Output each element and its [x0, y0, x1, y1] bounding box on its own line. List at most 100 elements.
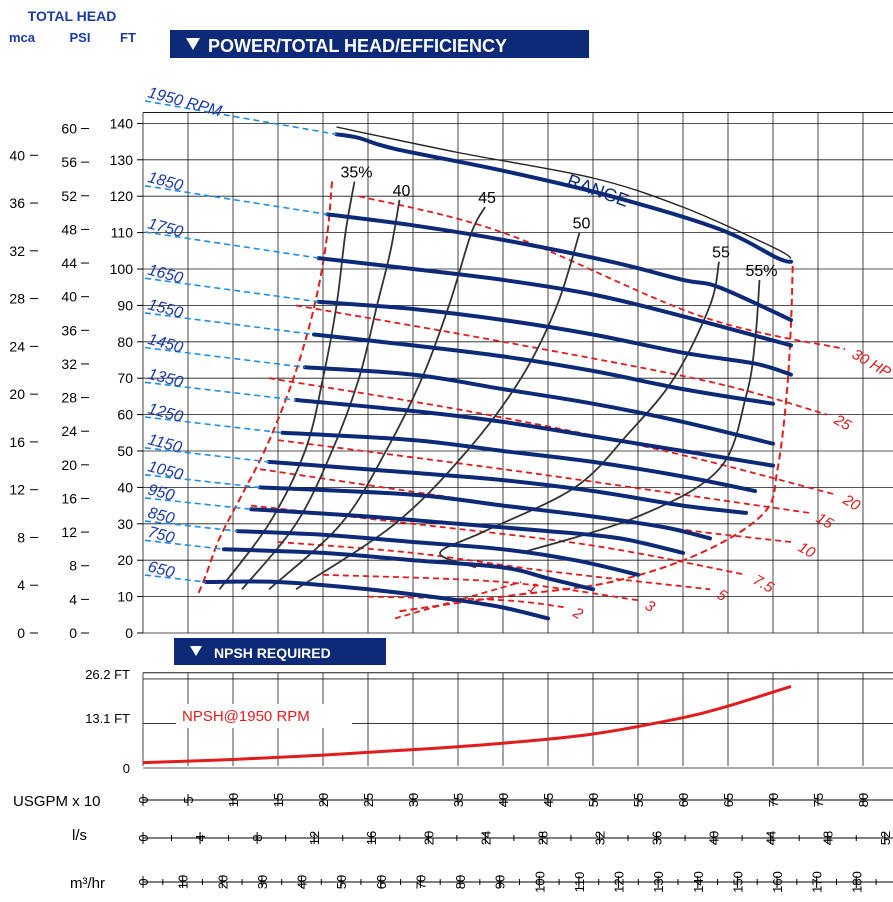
- usgpm-tick-label: 30: [406, 793, 421, 807]
- ft-tick-label: 80: [117, 334, 133, 350]
- usgpm-tick-label: 5: [181, 796, 196, 803]
- psi-tick-label: 56: [61, 154, 77, 170]
- usgpm-tick-label: 80: [856, 793, 871, 807]
- m3hr-tick-label: 160: [770, 871, 785, 893]
- usgpm-tick-label: 25: [361, 793, 376, 807]
- m3hr-tick-label: 100: [532, 871, 547, 893]
- range-curve: [336, 126, 792, 259]
- m3hr-tick-label: 30: [255, 875, 270, 889]
- usgpm-tick-label: 20: [316, 793, 331, 807]
- power-curve-label: 2: [569, 604, 586, 624]
- usgpm-tick-label: 15: [271, 793, 286, 807]
- efficiency-curve: [439, 261, 720, 569]
- ls-tick-label: 40: [707, 831, 722, 845]
- power-curve: [367, 595, 567, 609]
- speed-curve-label: 1550: [146, 296, 185, 322]
- usgpm-tick-label: 60: [676, 793, 691, 807]
- speed-curve-label: 1150: [146, 431, 184, 456]
- mca-tick-label: 0: [17, 625, 25, 641]
- mca-tick-label: 4: [17, 577, 25, 593]
- efficiency-curve-label: 55: [712, 245, 730, 262]
- psi-tick-label: 20: [61, 457, 77, 473]
- efficiency-curve: [241, 199, 401, 590]
- speed-curve: [325, 212, 793, 322]
- speed-curve-label: 750: [146, 524, 176, 547]
- speed-curve-label: 1050: [146, 458, 185, 484]
- speed-curve: [316, 256, 793, 348]
- speed-curves: [144, 100, 793, 621]
- efficiency-curve-label: 55%: [745, 263, 777, 280]
- ft-tick-label: 60: [117, 407, 133, 423]
- mca-tick-label: 28: [9, 291, 25, 307]
- npsh-y-label-zero: 0: [123, 761, 130, 776]
- power-curve: [277, 541, 711, 591]
- ft-tick-label: 30: [117, 516, 133, 532]
- efficiency-curve: [218, 181, 356, 590]
- ls-tick-label: 4: [193, 834, 208, 841]
- ft-tick-label: 140: [110, 115, 134, 131]
- psi-tick-label: 0: [69, 625, 77, 641]
- speed-curve-extension: [144, 447, 270, 463]
- m3hr-tick-label: 90: [493, 875, 508, 889]
- ft-tick-label: 10: [117, 589, 133, 605]
- speed-curve: [235, 529, 640, 577]
- ft-tick-label: 40: [117, 479, 133, 495]
- ls-tick-label: 36: [650, 831, 665, 845]
- usgpm-tick-label: 75: [811, 793, 826, 807]
- power-curve: [358, 195, 846, 350]
- m3hr-tick-label: 10: [176, 875, 191, 889]
- range-label: RANGE: [565, 170, 632, 211]
- speed-curve-extension: [144, 100, 337, 136]
- ft-tick-label: 50: [117, 443, 133, 459]
- npsh-label-bg: [176, 704, 352, 728]
- mca-tick-label: 12: [9, 482, 25, 498]
- psi-tick-label: 36: [61, 322, 77, 338]
- npsh-curve: [142, 684, 792, 765]
- speed-curve-extension: [144, 574, 207, 583]
- psi-tick-label: 44: [61, 255, 77, 271]
- npsh-title-bar: [174, 638, 386, 665]
- usgpm-tick-label: 10: [226, 793, 241, 807]
- ls-tick-label: 24: [478, 831, 493, 845]
- psi-tick-label: 40: [61, 289, 77, 305]
- speed-curve: [280, 430, 757, 493]
- mca-tick-label: 24: [9, 338, 25, 354]
- speed-curve-extension: [144, 346, 306, 369]
- envelope-right: [399, 261, 794, 613]
- main-title: POWER/TOTAL HEAD/EFFICIENCY: [208, 36, 507, 56]
- ls-tick-label: 28: [535, 831, 550, 845]
- speed-curve-label: 1450: [146, 331, 185, 357]
- efficiency-curve: [295, 232, 581, 591]
- speed-curve-label: 1650: [146, 262, 185, 288]
- m3hr-tick-label: 70: [413, 875, 428, 889]
- speed-curve: [204, 579, 550, 621]
- psi-tick-label: 32: [61, 356, 77, 372]
- speed-curve: [249, 507, 685, 555]
- power-curve: [277, 439, 810, 514]
- power-curve: [322, 573, 639, 602]
- psi-tick-label: 28: [61, 390, 77, 406]
- speed-curve-extension: [144, 381, 297, 401]
- speed-curve: [267, 459, 748, 515]
- power-curve-label: 25: [830, 411, 854, 435]
- psi-tick-label: 48: [61, 221, 77, 237]
- m3hr-tick-label: 0: [136, 878, 151, 885]
- m3hr-axis-label: m³/hr: [70, 875, 105, 892]
- m3hr-tick-label: 80: [453, 875, 468, 889]
- speed-curve: [334, 132, 793, 264]
- power-curve-label: 30 HP: [849, 346, 893, 382]
- speed-curve-extension: [144, 539, 225, 551]
- speed-curve-extension: [144, 497, 252, 511]
- speed-curve: [222, 547, 595, 592]
- power-curve-label: 1: [525, 579, 541, 598]
- npsh-y-label-mid: 13.1 FT: [85, 711, 130, 726]
- power-curve-label: 20: [839, 491, 863, 515]
- speed-curve-label: 1750: [146, 215, 185, 241]
- power-curve: [259, 468, 792, 543]
- speed-curve-label: 1250: [146, 400, 185, 426]
- ls-tick-label: 52: [878, 831, 893, 845]
- m3hr-tick-label: 170: [810, 871, 825, 893]
- ft-tick-label: 70: [117, 370, 133, 386]
- npsh-title: NPSH REQUIRED: [214, 645, 331, 661]
